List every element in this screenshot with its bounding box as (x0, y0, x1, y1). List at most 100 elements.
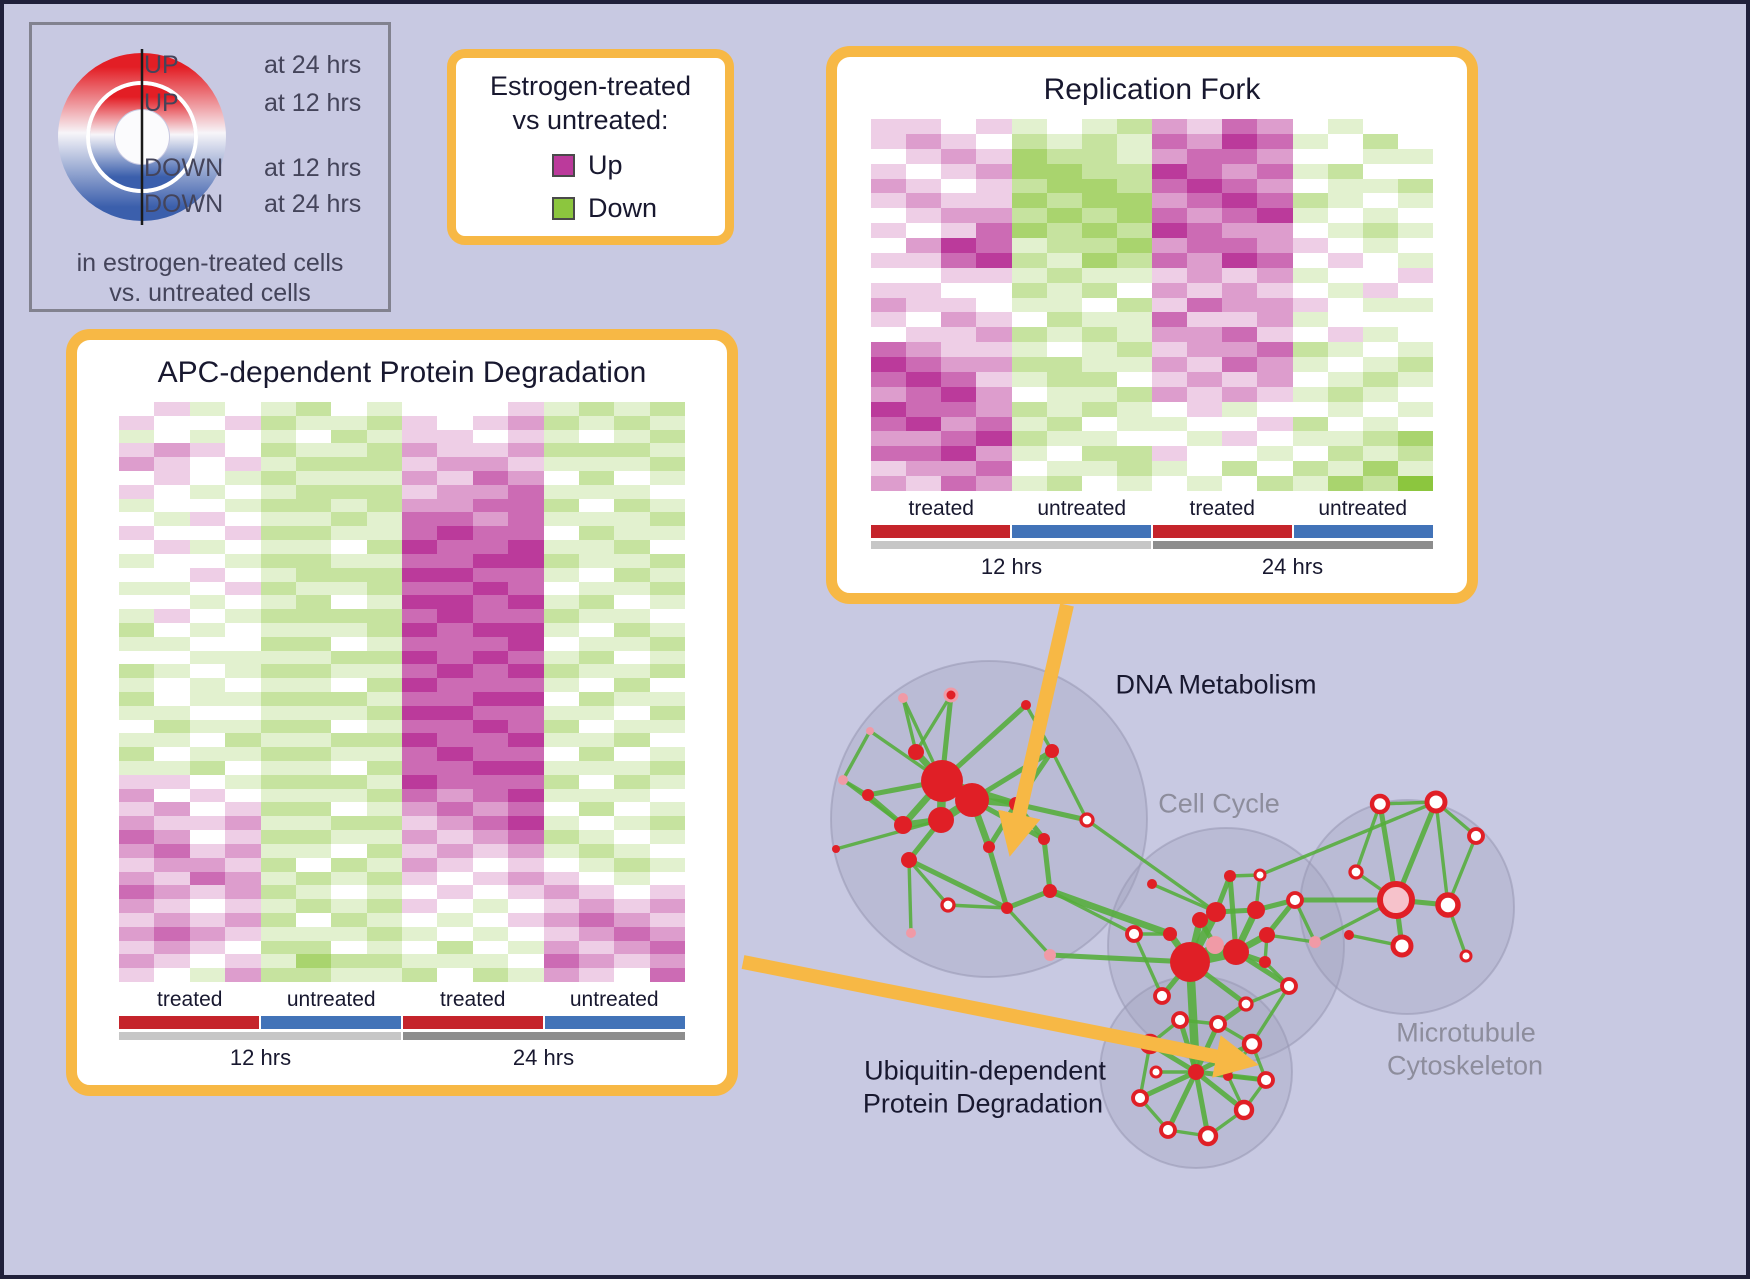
heatmap-cell (1046, 386, 1082, 402)
network-edge (1193, 1069, 1269, 1083)
heatmap-cell (543, 912, 579, 927)
heatmap-cell (1011, 476, 1047, 491)
heatmap-cell (649, 843, 685, 858)
heatmap-cell (260, 595, 296, 610)
network-edge (1185, 957, 1201, 1077)
heatmap-cell (119, 843, 155, 858)
heatmap-cell (295, 940, 332, 955)
heatmap-cell (543, 733, 579, 748)
heatmap-cell (614, 843, 650, 858)
heatmap-cell (871, 163, 907, 179)
heatmap-cell (508, 719, 544, 734)
heatmap-cell (1362, 252, 1398, 268)
heatmap-cell (1152, 386, 1188, 402)
heatmap-cell (543, 526, 579, 541)
heatmap-cell (941, 223, 977, 239)
heatmap-cell (906, 163, 942, 179)
heatmap-cell (331, 664, 367, 679)
heatmap-cell (402, 567, 438, 582)
gene-node (928, 807, 954, 833)
timepoint-bar (119, 1032, 401, 1040)
heatmap-cell (649, 968, 685, 982)
heatmap-cell (1011, 297, 1047, 313)
heatmap-cell (614, 733, 650, 748)
heatmap-cell (437, 774, 473, 789)
heatmap-cell (437, 526, 473, 541)
heatmap-cell (1257, 193, 1293, 209)
legend-up-24-dir: UP (144, 51, 179, 79)
heatmap-cell (1081, 297, 1117, 313)
heatmap-cell (1046, 431, 1082, 447)
heatmap-cell (402, 636, 438, 651)
heatmap-cell (906, 282, 942, 298)
heatmap-cell (472, 830, 509, 844)
heatmap-cell (402, 885, 438, 900)
heatmap-cell (119, 664, 155, 679)
heatmap-cell (366, 830, 402, 844)
heatmap-cell (614, 719, 650, 734)
heatmap-cell (295, 540, 332, 554)
heatmap-cell (906, 386, 942, 402)
heatmap-cell (189, 650, 226, 665)
heatmap-cell (543, 816, 579, 831)
heatmap-cell (578, 843, 615, 858)
heatmap-cell (1327, 431, 1363, 447)
heatmap-cell (472, 954, 509, 969)
heatmap-cell (331, 636, 367, 651)
heatmap-cell (1292, 401, 1328, 417)
heatmap-cell (976, 208, 1012, 224)
heatmap-cell (906, 342, 942, 358)
gene-node (1377, 881, 1415, 919)
heatmap-cell (976, 401, 1012, 417)
heatmap-cell (437, 664, 473, 679)
heatmap-cell (119, 512, 155, 527)
heatmap-cell (472, 719, 509, 734)
heatmap-cell (1362, 386, 1398, 402)
heatmap-cell (154, 926, 190, 941)
heatmap-cell (1011, 416, 1047, 432)
heatmap-cell (1327, 461, 1363, 477)
heatmap-cell (154, 719, 190, 734)
heatmap-cell (649, 650, 685, 665)
heatmap-cell (543, 581, 579, 596)
heatmap-cell (614, 968, 650, 982)
network-edge (1393, 799, 1439, 903)
heatmap-cell (1327, 133, 1363, 149)
heatmap-cell (1362, 446, 1398, 462)
heatmap-cell (402, 540, 438, 554)
heatmap-cell (1257, 357, 1293, 372)
network-edge (1193, 1069, 1247, 1113)
heatmap-cell (614, 705, 650, 720)
cluster-label-ubiquitin-line2: Protein Degradation (862, 1088, 1104, 1119)
heatmap-cell (154, 747, 190, 762)
heatmap-cell (941, 327, 977, 343)
heatmap-cell (154, 954, 190, 969)
heatmap-cell (225, 636, 261, 651)
heatmap-cell (649, 512, 685, 527)
heatmap-cell (260, 622, 296, 637)
time-label-12hrs: 12 hrs (229, 1045, 292, 1070)
heatmap-cell (1397, 476, 1433, 491)
heatmap-cell (402, 609, 438, 623)
heatmap-cell (578, 802, 615, 817)
gene-node (894, 816, 912, 834)
heatmap-cell (578, 830, 615, 844)
heatmap-cell (1081, 282, 1117, 298)
heatmap-cell (976, 133, 1012, 149)
network-edge (1047, 952, 1193, 965)
network-edge (901, 696, 944, 783)
heatmap-cell (976, 223, 1012, 239)
heatmap-cell (366, 443, 402, 458)
heatmap-cell (1187, 431, 1223, 447)
heatmap-cell (154, 526, 190, 541)
heatmap-cell (189, 484, 226, 499)
heatmap-cell (295, 705, 332, 720)
heatmap-cell (1397, 193, 1433, 209)
up-color-swatch (552, 153, 575, 177)
heatmap-cell (941, 282, 977, 298)
heatmap-cell (1011, 223, 1047, 239)
heatmap-cell (1011, 371, 1047, 387)
heatmap-cell (941, 476, 977, 491)
heatmap-cell (366, 664, 402, 679)
heatmap-cell (331, 857, 367, 872)
